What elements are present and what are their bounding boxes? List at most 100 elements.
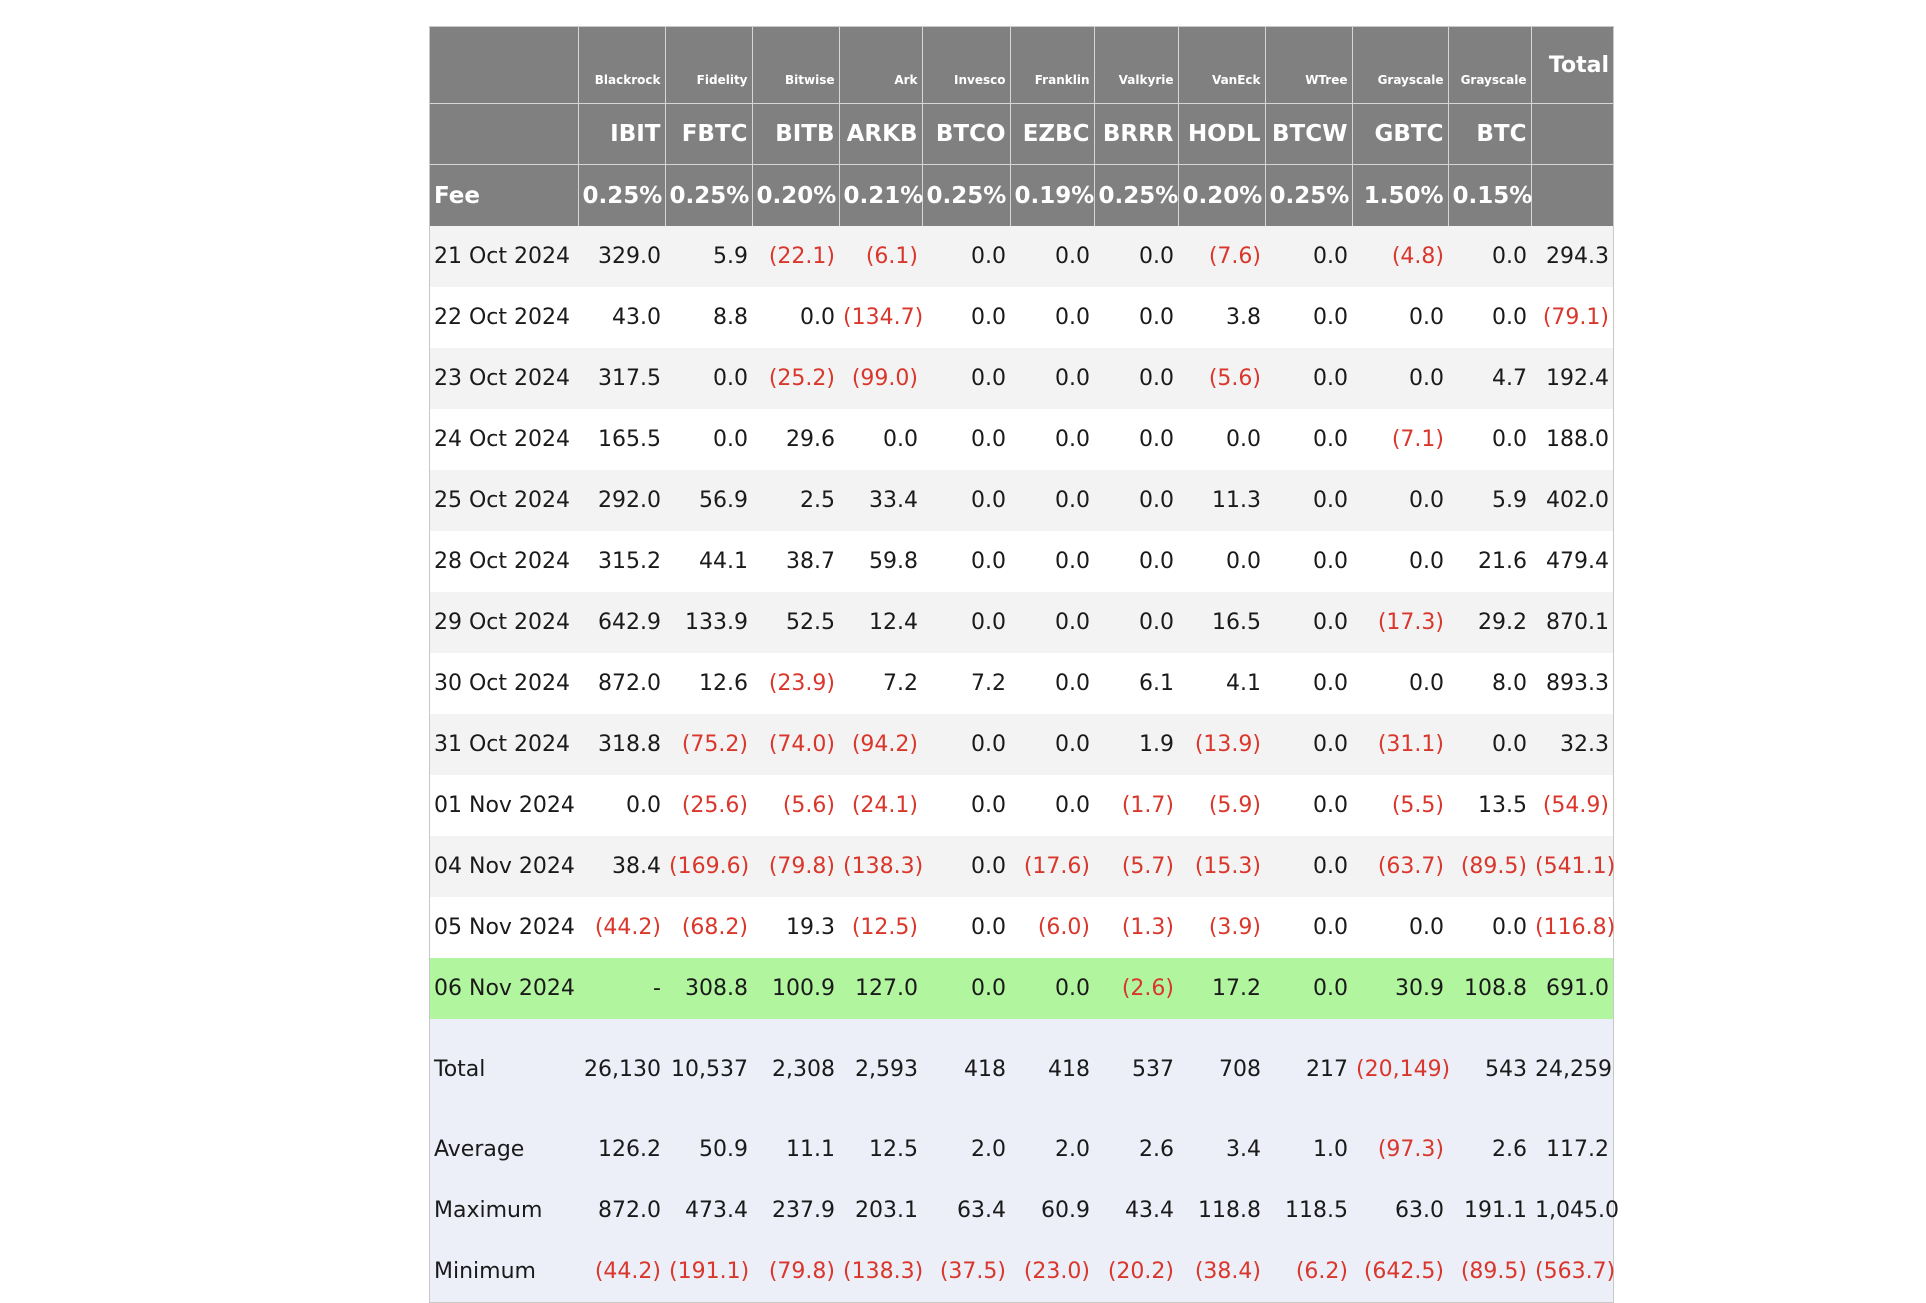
flow-cell: 52.5	[752, 592, 839, 653]
flow-cell: (44.2)	[578, 897, 665, 958]
flow-cell: (169.6)	[665, 836, 752, 897]
fee-label: Fee	[430, 164, 579, 226]
flow-cell: (63.7)	[1352, 836, 1448, 897]
stat-cell: 708	[1178, 1019, 1265, 1119]
table-row: 24 Oct 2024 165.5 0.0 29.6 0.0 0.0 0.0 0.0 0.0 0.…	[430, 409, 1613, 470]
fee-value: 0.25%	[665, 164, 753, 226]
flow-cell: 0.0	[1448, 287, 1531, 348]
stat-row: Total 26,130 10,537 2,308 2,593 418 418 537 708 2…	[430, 1019, 1613, 1119]
flow-cell: 0.0	[1094, 531, 1178, 592]
stat-label: Maximum	[430, 1180, 578, 1241]
fee-value: 0.15%	[1448, 164, 1532, 226]
flow-cell: (7.1)	[1352, 409, 1448, 470]
flow-cell: 0.0	[1265, 653, 1352, 714]
flow-cell: 0.0	[922, 470, 1010, 531]
flow-cell: 0.0	[1010, 592, 1094, 653]
stat-row: Maximum 872.0 473.4 237.9 203.1 63.4 60.9 43.4 1…	[430, 1180, 1619, 1241]
stat-cell: 50.9	[665, 1119, 752, 1180]
row-date: 31 Oct 2024	[430, 714, 578, 775]
flow-cell: 0.0	[1265, 958, 1352, 1019]
row-date: 30 Oct 2024	[430, 653, 578, 714]
row-date: 29 Oct 2024	[430, 592, 578, 653]
flow-cell: (15.3)	[1178, 836, 1265, 897]
flow-cell: (25.6)	[665, 775, 752, 836]
stat-label: Total	[430, 1019, 578, 1119]
flow-cell: 0.0	[922, 287, 1010, 348]
row-date: 24 Oct 2024	[430, 409, 578, 470]
flow-cell: (79.8)	[752, 836, 839, 897]
ticker-header: HODL	[1178, 103, 1266, 165]
flow-cell: (1.7)	[1094, 775, 1178, 836]
flow-cell: 12.6	[665, 653, 752, 714]
flow-cell: 0.0	[1352, 897, 1448, 958]
stat-cell: 2,308	[752, 1019, 839, 1119]
flow-cell: (99.0)	[839, 348, 922, 409]
table-row: 30 Oct 2024 872.0 12.6 (23.9) 7.2 7.2 0.0 6.1 4.…	[430, 653, 1613, 714]
flow-cell: 8.8	[665, 287, 752, 348]
flow-cell: (75.2)	[665, 714, 752, 775]
stat-cell: 2.6	[1094, 1119, 1178, 1180]
flow-cell: 0.0	[922, 409, 1010, 470]
flow-cell: (134.7)	[839, 287, 923, 348]
flow-cell: 100.9	[752, 958, 839, 1019]
stat-cell: (6.2)	[1265, 1241, 1352, 1302]
flow-cell: 17.2	[1178, 958, 1265, 1019]
flow-cell: 13.5	[1448, 775, 1531, 836]
flow-cell: 0.0	[1010, 348, 1094, 409]
table-row-highlighted: 06 Nov 2024-308.8 100.9 127.0 0.0 0.0 (2.6) 17…	[430, 958, 1613, 1019]
stat-cell: 418	[1010, 1019, 1094, 1119]
row-date: 06 Nov 2024	[430, 958, 578, 1019]
stat-cell: 191.1	[1448, 1180, 1531, 1241]
flow-cell: 0.0	[839, 409, 922, 470]
stat-cell: 126.2	[578, 1119, 665, 1180]
flow-cell: 0.0	[665, 348, 752, 409]
ticker-header: IBIT	[578, 103, 666, 165]
flow-cell: 0.0	[1265, 409, 1352, 470]
table-row: 23 Oct 2024 317.5 0.0 (25.2) (99.0) 0.0 0.0 0.0…	[430, 348, 1613, 409]
flow-cell: 38.4	[578, 836, 665, 897]
table-row: 05 Nov 2024 (44.2) (68.2) 19.3 (12.5) 0.0 (6.0…	[430, 897, 1615, 958]
stat-cell: 11.1	[752, 1119, 839, 1180]
flow-cell: 0.0	[1352, 470, 1448, 531]
flow-cell: 0.0	[1265, 714, 1352, 775]
ticker-header: BITB	[752, 103, 840, 165]
flow-cell: 43.0	[578, 287, 665, 348]
flow-cell: 16.5	[1178, 592, 1265, 653]
row-total-cell: (541.1)	[1531, 836, 1615, 897]
flow-cell: (5.7)	[1094, 836, 1178, 897]
row-date: 21 Oct 2024	[430, 226, 578, 287]
flow-cell: (17.6)	[1010, 836, 1094, 897]
row-total-cell: 188.0	[1531, 409, 1613, 470]
fee-value: 0.25%	[1094, 164, 1179, 226]
etf-flow-table-wrapper: Blackrock Fidelity Bitwise Ark Invesco Frankl…	[429, 26, 1619, 1303]
stat-cell: (44.2)	[578, 1241, 665, 1302]
stat-cell: 24,259	[1531, 1019, 1613, 1119]
stat-cell: 3.4	[1178, 1119, 1265, 1180]
flow-cell: 872.0	[578, 653, 665, 714]
header-blank-cell	[1531, 164, 1613, 226]
flow-cell: (5.6)	[1178, 348, 1265, 409]
issuer-header: Fidelity	[665, 27, 753, 104]
row-date: 25 Oct 2024	[430, 470, 578, 531]
flow-cell: 0.0	[1265, 897, 1352, 958]
flow-cell: 0.0	[1352, 287, 1448, 348]
flow-cell: 0.0	[1448, 409, 1531, 470]
flow-cell: 1.9	[1094, 714, 1178, 775]
flow-cell: 59.8	[839, 531, 922, 592]
ticker-header: BTCW	[1265, 103, 1353, 165]
stat-cell: 2,593	[839, 1019, 922, 1119]
flow-cell: 0.0	[1094, 592, 1178, 653]
flow-cell: 5.9	[1448, 470, 1531, 531]
table-row: 28 Oct 2024 315.2 44.1 38.7 59.8 0.0 0.0 0.0 0.0…	[430, 531, 1613, 592]
flow-cell: 3.8	[1178, 287, 1265, 348]
fee-value: 1.50%	[1352, 164, 1449, 226]
fee-value: 0.25%	[1265, 164, 1353, 226]
stat-cell: 12.5	[839, 1119, 922, 1180]
stat-cell: (191.1)	[665, 1241, 752, 1302]
ticker-header: FBTC	[665, 103, 753, 165]
stat-cell: 418	[922, 1019, 1010, 1119]
etf-flow-table: Blackrock Fidelity Bitwise Ark Invesco Frankl…	[430, 27, 1619, 1302]
fee-value: 0.25%	[578, 164, 666, 226]
table-row: 01 Nov 2024 0.0 (25.6) (5.6) (24.1) 0.0 0.0 (1.…	[430, 775, 1613, 836]
row-date: 23 Oct 2024	[430, 348, 578, 409]
